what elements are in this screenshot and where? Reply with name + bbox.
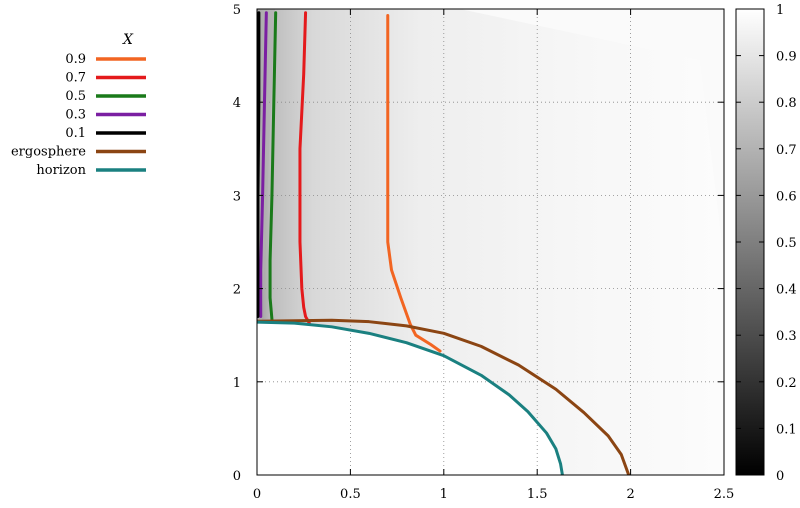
y-tick-label: 3 — [233, 189, 241, 204]
colorbar-tick-label: 0 — [776, 469, 784, 484]
x-tick-label: 1.5 — [527, 487, 548, 502]
legend-label: 0.1 — [65, 126, 86, 141]
series-line-horizon — [257, 320, 564, 475]
colorbar-tick-label: 1 — [776, 3, 784, 18]
grid — [257, 9, 724, 475]
legend-label: ergosphere — [11, 145, 86, 160]
legend-label: 0.9 — [65, 52, 86, 67]
series-line-0-7 — [298, 11, 311, 325]
colorbar-tick-label: 0.6 — [776, 189, 797, 204]
x-tick-label: 2.5 — [714, 487, 735, 502]
colorbar-tick-label: 0.2 — [776, 376, 797, 391]
series-line-ergosphere — [257, 318, 631, 475]
colorbar-tick-label: 0.5 — [776, 236, 797, 251]
x-tick-label: 0.5 — [340, 487, 361, 502]
legend-label: horizon — [36, 163, 86, 178]
y-tick-label: 2 — [233, 283, 241, 298]
x-tick-label: 2 — [626, 487, 634, 502]
colorbar-tick-label: 0.8 — [776, 96, 797, 111]
legend-label: 0.3 — [65, 108, 86, 123]
plot-area: 0 0.5 1 1.5 2 2.5 0 1 2 3 4 5 — [233, 3, 735, 502]
x-axis: 0 0.5 1 1.5 2 2.5 — [253, 9, 734, 502]
legend: X 0.9 0.7 0.5 0.3 0.1 ergosphere horizon — [11, 32, 146, 178]
y-tick-label: 1 — [233, 376, 241, 391]
colorbar-ticks: 0 0.1 0.2 0.3 0.4 0.5 0.6 0.7 0.8 0.9 1 — [736, 3, 797, 484]
y-tick-label: 4 — [233, 96, 241, 111]
legend-title: X — [122, 32, 134, 48]
colorbar: 0 0.1 0.2 0.3 0.4 0.5 0.6 0.7 0.8 0.9 1 — [735, 3, 797, 484]
series-line-0-1 — [257, 11, 261, 319]
colorbar-tick-label: 0.9 — [776, 50, 797, 65]
colorbar-tick-label: 0.3 — [776, 329, 797, 344]
colorbar-tick-label: 0.7 — [776, 143, 797, 158]
y-tick-label: 0 — [233, 469, 241, 484]
y-tick-label: 5 — [233, 3, 241, 18]
x-tick-label: 0 — [253, 487, 261, 502]
legend-label: 0.7 — [65, 71, 86, 86]
y-axis: 0 1 2 3 4 5 — [233, 3, 724, 484]
colorbar-tick-label: 0.4 — [776, 283, 797, 298]
below-horizon-region — [257, 322, 563, 475]
legend-label: 0.5 — [65, 89, 86, 104]
x-tick-label: 1 — [440, 487, 448, 502]
series-line-0-9 — [386, 14, 442, 353]
plot-frame — [256, 8, 725, 476]
series-line-0-5 — [268, 11, 278, 321]
colorbar-tick-label: 0.1 — [776, 422, 797, 437]
